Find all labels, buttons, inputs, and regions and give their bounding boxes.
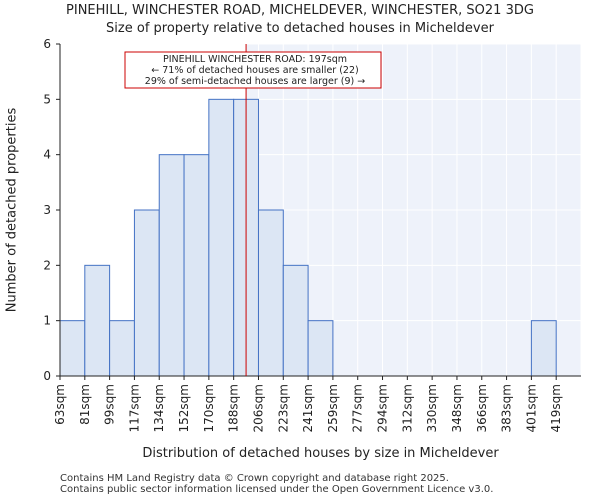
histogram-bar bbox=[59, 320, 86, 377]
y-tick-label: 6 bbox=[43, 37, 51, 51]
annotation-box bbox=[124, 51, 382, 89]
y-tick-label: 1 bbox=[43, 314, 51, 328]
x-tick-label: 99sqm bbox=[103, 384, 117, 425]
x-tick-label: 259sqm bbox=[326, 384, 340, 432]
histogram-bar bbox=[158, 154, 185, 377]
y-tick-label: 4 bbox=[43, 148, 51, 162]
x-tick-label: 419sqm bbox=[549, 384, 563, 432]
x-tick-label: 277sqm bbox=[351, 384, 365, 432]
histogram-bar bbox=[530, 320, 557, 377]
x-tick-label: 223sqm bbox=[276, 384, 290, 432]
x-tick-label: 401sqm bbox=[524, 384, 538, 432]
x-tick-label: 348sqm bbox=[450, 384, 464, 432]
x-tick-label: 81sqm bbox=[78, 384, 92, 425]
annotation-larger-text: 29% of semi-detached houses are larger (… bbox=[145, 76, 365, 87]
footer-licence: Contains public sector information licen… bbox=[60, 484, 494, 495]
histogram-bar bbox=[133, 209, 160, 377]
histogram-bar bbox=[84, 264, 111, 377]
histogram-bar bbox=[257, 209, 284, 377]
histogram-bar bbox=[307, 320, 334, 377]
x-axis-label: Distribution of detached houses by size … bbox=[142, 446, 499, 461]
chart-subtitle: Size of property relative to detached ho… bbox=[106, 21, 494, 36]
x-tick-label: 134sqm bbox=[152, 384, 166, 432]
x-tick-label: 312sqm bbox=[400, 384, 414, 432]
y-tick-label: 3 bbox=[43, 203, 51, 217]
x-tick-label: 206sqm bbox=[251, 384, 265, 432]
y-tick-label: 2 bbox=[43, 258, 51, 272]
property-annotation: PINEHILL WINCHESTER ROAD: 197sqm ← 71% o… bbox=[124, 51, 382, 89]
y-tick-label: 0 bbox=[43, 369, 51, 383]
y-axis-label: Number of detached properties bbox=[5, 108, 20, 313]
x-tick-label: 383sqm bbox=[500, 384, 514, 432]
annotation-label: PINEHILL WINCHESTER ROAD: 197sqm bbox=[163, 54, 347, 65]
annotation-smaller-text: ← 71% of detached houses are smaller (22… bbox=[151, 65, 358, 76]
y-tick-label: 5 bbox=[43, 92, 51, 106]
x-tick-label: 188sqm bbox=[227, 384, 241, 432]
histogram-bar bbox=[183, 154, 210, 377]
histogram-bar bbox=[109, 320, 135, 377]
histogram-bar bbox=[282, 264, 309, 377]
x-tick-label: 366sqm bbox=[475, 384, 489, 432]
x-tick-label: 117sqm bbox=[127, 384, 141, 432]
x-tick-label: 63sqm bbox=[53, 384, 67, 425]
footer-copyright: Contains HM Land Registry data © Crown c… bbox=[60, 473, 449, 484]
x-tick-label: 241sqm bbox=[301, 384, 315, 432]
x-tick-label: 330sqm bbox=[425, 384, 439, 432]
x-tick-label: 294sqm bbox=[376, 384, 390, 432]
x-tick-label: 170sqm bbox=[202, 384, 216, 432]
x-tick-label: 152sqm bbox=[177, 384, 191, 432]
histogram-bar bbox=[208, 98, 235, 377]
chart-title: PINEHILL, WINCHESTER ROAD, MICHELDEVER, … bbox=[66, 3, 534, 18]
